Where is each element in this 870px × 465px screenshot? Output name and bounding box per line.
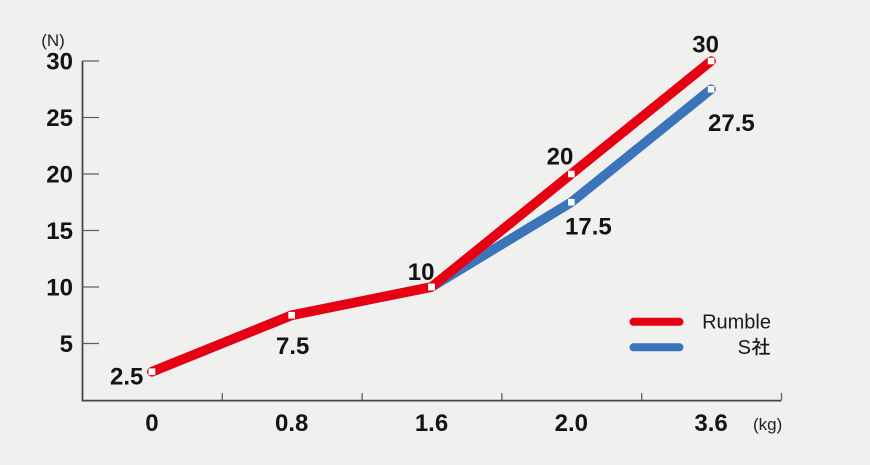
point-value-label: 10 [408, 259, 435, 286]
x-axis-tick-label: 0 [145, 410, 158, 437]
point-marker [568, 198, 575, 206]
y-axis-unit-label: (N) [41, 31, 65, 50]
point-marker [148, 368, 156, 376]
y-axis-tick-label: 20 [46, 162, 73, 189]
point-value-label: 30 [692, 31, 719, 58]
y-axis-tick-label: 15 [46, 218, 73, 245]
axis-tick-labels: 5 10 15 20 25 30 0 0.8 1.6 2.0 3.6 [46, 49, 727, 437]
point-value-label: 17.5 [565, 213, 612, 240]
point-value-label: 27.5 [708, 110, 755, 137]
series-lines [147, 56, 716, 377]
point-value-label: 2.5 [110, 363, 143, 390]
x-axis-unit-label: (kg) [753, 415, 782, 434]
legend-label-s-company-latin: S [738, 337, 751, 359]
series-line-0 [147, 56, 716, 377]
y-axis-tick-label: 25 [46, 105, 73, 132]
point-value-label: 20 [547, 144, 574, 171]
legend: Rumble S [629, 312, 771, 359]
y-axis-tick-label: 10 [46, 275, 73, 302]
x-axis-tick-label: 0.8 [275, 410, 308, 437]
x-axis-tick-label: 3.6 [694, 410, 727, 437]
legend-label-rumble: Rumble [702, 312, 771, 334]
point-value-label: 7.5 [276, 333, 309, 360]
kanji-sha-glyph [751, 337, 770, 356]
point-marker [707, 57, 715, 65]
x-axis-tick-label: 2.0 [555, 410, 588, 437]
point-marker [428, 283, 435, 291]
point-marker [568, 170, 575, 178]
data-point-labels: 2.5 7.5 10 20 30 17.5 27.5 [110, 31, 755, 390]
data-point-markers [148, 57, 715, 376]
point-marker [288, 311, 295, 319]
axes [81, 60, 783, 402]
y-axis-tick-label: 30 [46, 49, 73, 76]
y-axis-tick-label: 5 [60, 331, 73, 358]
x-axis-tick-label: 1.6 [415, 410, 448, 437]
point-marker [707, 85, 715, 93]
